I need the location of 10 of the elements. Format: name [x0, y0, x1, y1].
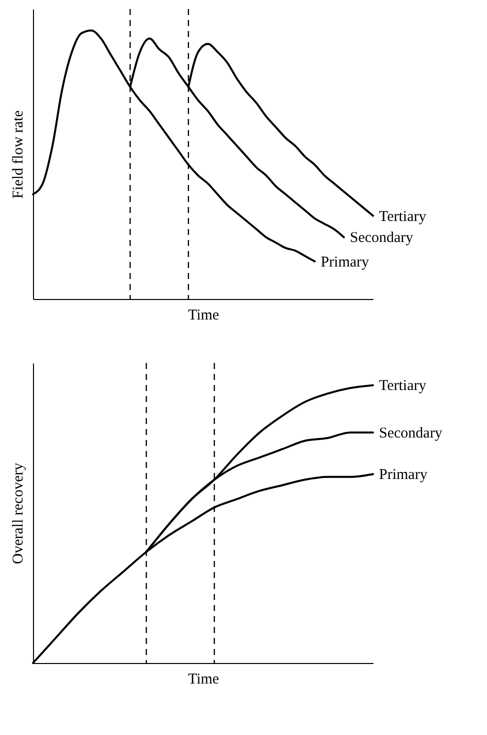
x-axis-title: Time: [188, 672, 220, 688]
y-axis-title: Field flow rate: [10, 110, 26, 199]
series-label: Tertiary: [379, 378, 427, 394]
series-label: Secondary: [350, 230, 414, 246]
series-label: Secondary: [379, 425, 443, 442]
series-label: Tertiary: [379, 208, 427, 225]
series-label: Primary: [320, 254, 370, 270]
x-axis-title: Time: [188, 308, 220, 324]
series-label: Primary: [379, 467, 428, 484]
y-axis-title: Overall recovery: [10, 462, 26, 564]
